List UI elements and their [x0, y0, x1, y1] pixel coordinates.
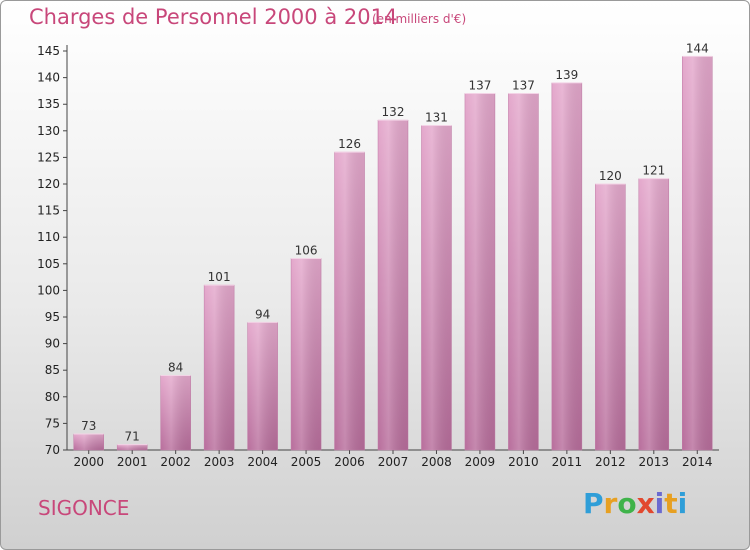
x-tick-label: 2000: [73, 455, 104, 469]
data-label: 106: [295, 243, 318, 257]
x-tick-label: 2005: [291, 455, 322, 469]
x-tick-label: 2003: [204, 455, 235, 469]
bar-shine: [551, 82, 582, 451]
x-tick-label: 2008: [421, 455, 452, 469]
bar-shine: [464, 93, 495, 450]
y-tick-label: 145: [37, 44, 60, 58]
data-label: 139: [555, 68, 578, 82]
commune-name: SIGONCE: [38, 496, 130, 520]
x-tick-label: 2013: [639, 455, 670, 469]
x-tick-label: 2006: [334, 455, 365, 469]
bar-shine: [334, 152, 365, 450]
y-tick-label: 125: [37, 150, 60, 164]
bar-shine: [117, 444, 148, 450]
bar-shine: [73, 434, 104, 450]
proxiti-logo: Proxiti: [583, 487, 688, 520]
bar-shine: [595, 184, 626, 450]
chart-title: Charges de Personnel 2000 à 2014: [29, 5, 398, 29]
data-label: 101: [208, 270, 231, 284]
data-label: 131: [425, 110, 448, 124]
data-label: 71: [125, 430, 140, 444]
bar-shine: [247, 322, 278, 450]
x-tick-label: 2014: [682, 455, 713, 469]
data-label: 84: [168, 361, 183, 375]
x-tick-label: 2007: [378, 455, 409, 469]
data-label: 132: [382, 105, 405, 119]
x-tick-label: 2002: [160, 455, 191, 469]
y-tick-label: 70: [45, 443, 60, 457]
y-tick-label: 85: [45, 363, 60, 377]
data-label: 94: [255, 307, 270, 321]
chart-subtitle: (en milliers d'€): [372, 12, 467, 26]
axes: 70 75 80 85 90 95 100 105 110 115 120 125 130 135 140 1…: [37, 44, 719, 469]
data-label: 126: [338, 137, 361, 151]
x-tick-label: 2004: [247, 455, 278, 469]
bar-shine: [508, 93, 539, 450]
data-labels: 73 71 84 101 94 106 126 132 131 137 137 139 120 121 14…: [81, 41, 709, 443]
y-tick-label: 105: [37, 257, 60, 271]
x-tick-label: 2009: [465, 455, 496, 469]
x-tick-label: 2010: [508, 455, 539, 469]
y-tick-label: 140: [37, 71, 60, 85]
y-tick-label: 135: [37, 97, 60, 111]
bar-shine: [160, 375, 191, 450]
data-label: 73: [81, 419, 96, 433]
y-tick-label: 95: [45, 310, 60, 324]
bar-shine: [682, 56, 713, 450]
y-tick-label: 120: [37, 177, 60, 191]
y-tick-label: 80: [45, 390, 60, 404]
data-label: 137: [512, 79, 535, 93]
x-tick-label: 2001: [117, 455, 148, 469]
bars: [73, 55, 713, 451]
data-label: 144: [686, 41, 709, 55]
x-tick-label: 2011: [552, 455, 583, 469]
data-label: 121: [642, 164, 665, 178]
x-tick-label: 2012: [595, 455, 626, 469]
y-tick-label: 75: [45, 416, 60, 430]
y-tick-label: 110: [37, 230, 60, 244]
bar-shine: [291, 258, 322, 450]
y-tick-label: 90: [45, 337, 60, 351]
bar-shine: [638, 178, 669, 450]
bar-shine: [378, 120, 408, 450]
y-tick-label: 130: [37, 124, 60, 138]
y-tick-label: 100: [37, 283, 60, 297]
y-tick-label: 115: [37, 204, 60, 218]
bar-shine: [204, 285, 235, 450]
bar-shine: [421, 125, 452, 450]
data-label: 120: [599, 169, 622, 183]
data-label: 137: [468, 79, 491, 93]
